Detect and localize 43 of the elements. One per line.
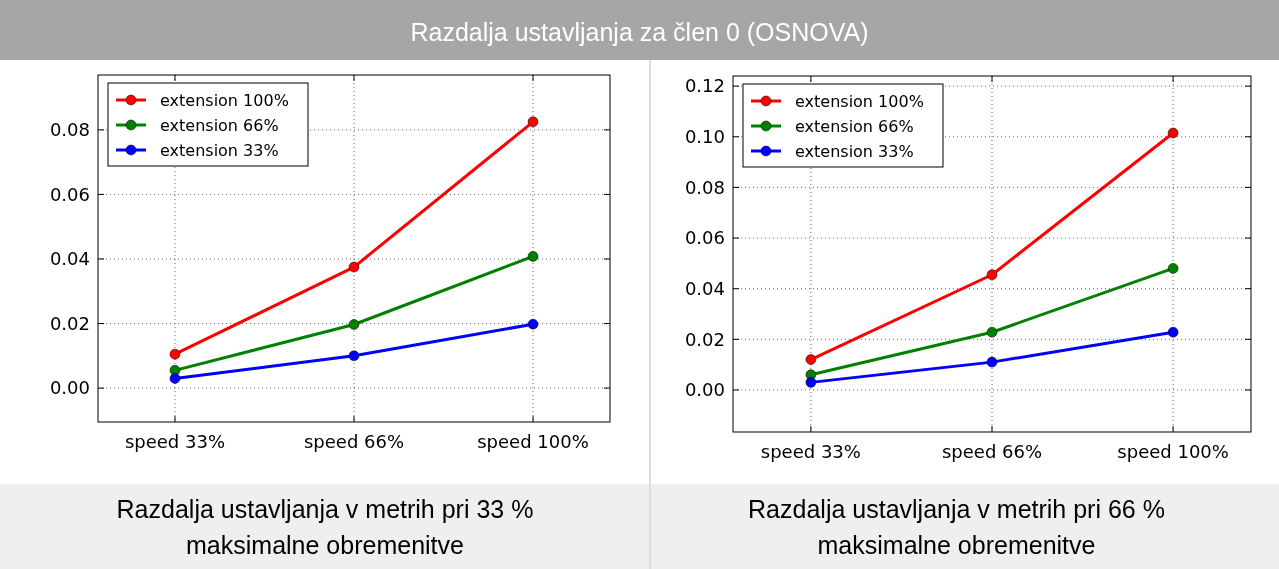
point bbox=[805, 377, 817, 388]
x-tick-label: speed 33% bbox=[124, 431, 226, 452]
x-tick-label: speed 33% bbox=[760, 441, 861, 462]
text: Razdalja ustavljanja v metrih pri 33 % maksimalne obremenitve bbox=[116, 495, 534, 559]
point bbox=[527, 251, 539, 262]
chart-title: Razdalja ustavljanja za člen 0 (OSNOVA) bbox=[410, 17, 869, 46]
text: Razdalja ustavljanja v metrih pri 66 % maksimalne obremenitve bbox=[748, 495, 1165, 559]
legend-label: extension 66% bbox=[160, 115, 279, 135]
x-tick-label: speed 66% bbox=[941, 441, 1043, 462]
y-tick-label: 0.08 bbox=[684, 176, 725, 198]
point bbox=[1167, 326, 1179, 338]
point bbox=[348, 261, 360, 273]
point bbox=[527, 318, 539, 330]
point bbox=[1167, 263, 1179, 274]
point bbox=[348, 319, 360, 330]
y-tick-label: 0.06 bbox=[49, 183, 90, 205]
legend-label: extension 66% bbox=[795, 116, 914, 136]
legend-label: extension 33% bbox=[160, 140, 279, 160]
y-tick-label: 0.00 bbox=[49, 377, 90, 399]
y-tick-label: 0.04 bbox=[684, 277, 725, 299]
x-tick-label: speed 100% bbox=[477, 431, 589, 452]
x-tick-label: speed 100% bbox=[1117, 441, 1229, 462]
y-tick-label: 0.06 bbox=[684, 227, 725, 249]
y-tick-label: 0.04 bbox=[49, 248, 90, 270]
y-tick-label: 0.12 bbox=[684, 75, 725, 97]
point bbox=[169, 373, 181, 384]
point bbox=[805, 354, 817, 365]
y-tick-label: 0.08 bbox=[49, 119, 90, 141]
legend-label: extension 33% bbox=[795, 141, 914, 161]
y-tick-label: 0.02 bbox=[49, 312, 90, 334]
y-tick-label: 0.02 bbox=[684, 328, 725, 350]
y-tick-label: 0.00 bbox=[684, 379, 725, 401]
point bbox=[1167, 127, 1179, 139]
point bbox=[986, 356, 998, 368]
point bbox=[527, 116, 539, 128]
legend-label: extension 100% bbox=[795, 91, 924, 111]
legend-label: extension 100% bbox=[160, 90, 289, 110]
point bbox=[986, 269, 998, 281]
point bbox=[986, 326, 998, 338]
y-tick-label: 0.10 bbox=[684, 126, 725, 148]
x-tick-label: speed 66% bbox=[303, 431, 405, 452]
point bbox=[169, 348, 181, 360]
point bbox=[348, 350, 360, 362]
